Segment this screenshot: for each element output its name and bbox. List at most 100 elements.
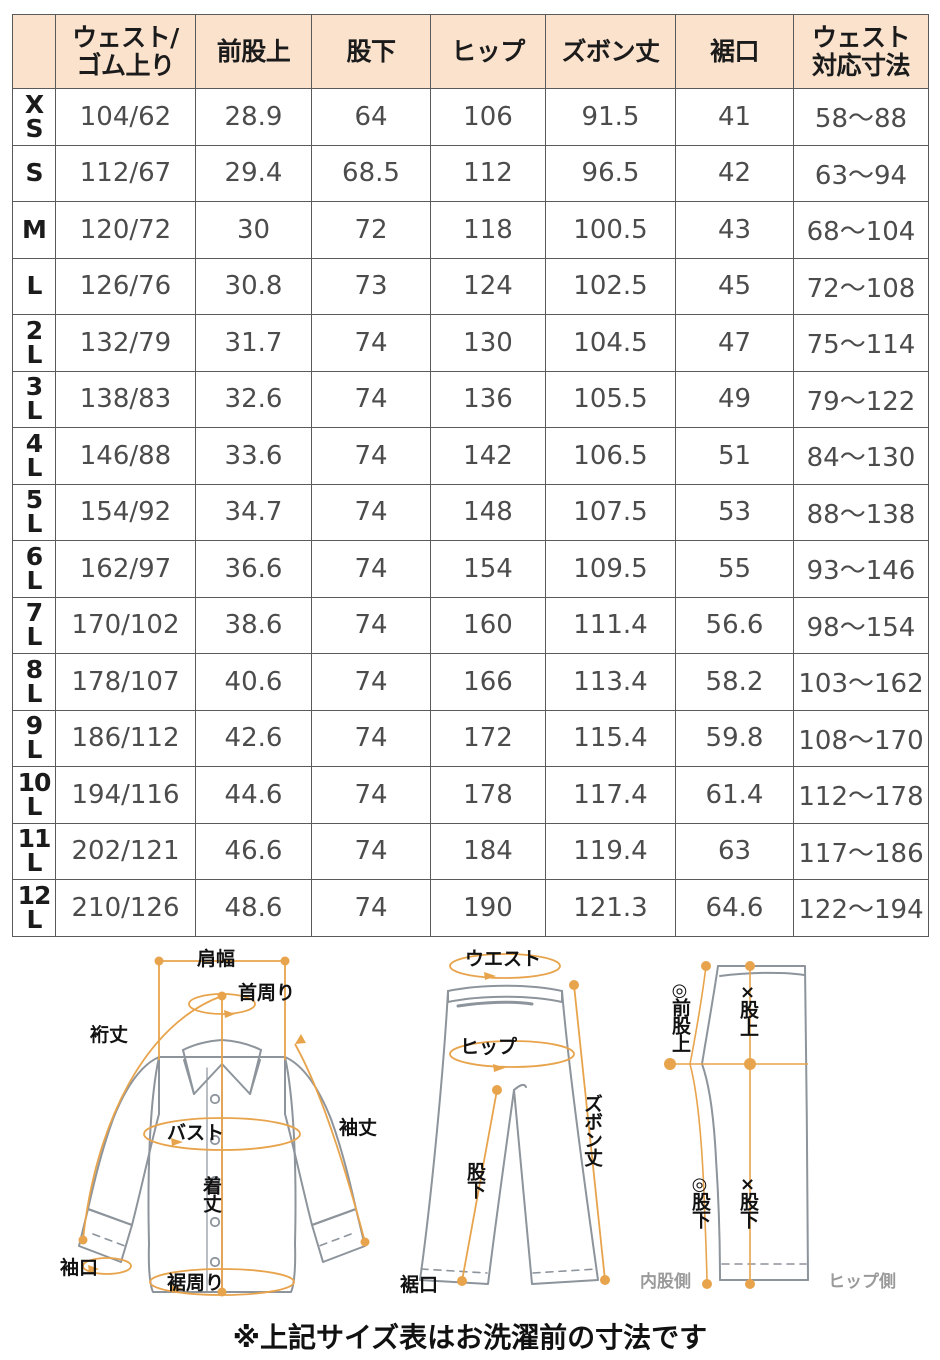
cell-waist-fit: 112〜178 (793, 766, 929, 824)
column-header-inseam-label: 股下 (346, 36, 396, 66)
cell-size: 12 L (12, 879, 56, 937)
cell-hip: 106 (430, 88, 546, 146)
cell-pants-length: 117.4 (545, 766, 676, 824)
cell-inseam: 64 (311, 88, 431, 146)
cell-size: L (12, 257, 56, 315)
crotch-label-inner-thigh-side: 内股側 (640, 1272, 691, 1292)
column-header-hip: ヒップ (430, 14, 546, 89)
cell-inseam: 74 (311, 314, 431, 372)
jacket-label-bust: バスト (167, 1122, 225, 1144)
cell-waist: 170/102 (55, 596, 196, 654)
jacket-label-sleeve-length: 袖丈 (339, 1117, 378, 1139)
column-header-front-rise: 前股上 (195, 14, 312, 89)
pants-label-hip: ヒップ (460, 1036, 518, 1058)
pants-label-pants-length: ズボン丈 (581, 1094, 603, 1166)
cell-waist-fit: 63〜94 (793, 144, 929, 202)
cell-front-rise: 28.9 (195, 88, 312, 146)
table-row: 3 L 138/83 32.6 74 136 105.5 49 79〜122 (12, 370, 929, 428)
cell-hem: 56.6 (675, 596, 794, 654)
pants-label-hem: 裾口 (400, 1274, 439, 1296)
cell-pants-length: 111.4 (545, 596, 676, 654)
cell-hem: 59.8 (675, 709, 794, 767)
crotch-label-inseam-cross-marker: × (737, 1174, 758, 1194)
cell-pants-length: 109.5 (545, 540, 676, 598)
table-row: 9 L 186/112 42.6 74 172 115.4 59.8 108〜170 (12, 709, 929, 767)
cell-waist-fit: 117〜186 (793, 822, 929, 880)
cell-hip: 184 (430, 822, 546, 880)
cell-inseam: 74 (311, 596, 431, 654)
jacket-label-neck: 首周り (238, 982, 296, 1004)
cell-hip: 142 (430, 427, 546, 485)
cell-waist-fit: 108〜170 (793, 709, 929, 767)
table-row: 11 L 202/121 46.6 74 184 119.4 63 117〜186 (12, 822, 929, 880)
crotch-label-front-rise: 前股上 (669, 998, 691, 1052)
cell-front-rise: 46.6 (195, 822, 312, 880)
cell-inseam: 68.5 (311, 144, 431, 202)
crotch-label-inseam-cross: 股下 (737, 1192, 759, 1228)
cell-pants-length: 102.5 (545, 257, 676, 315)
cell-front-rise: 29.4 (195, 144, 312, 202)
table-row: 2 L 132/79 31.7 74 130 104.5 47 75〜114 (12, 314, 929, 372)
cell-size: S (12, 144, 56, 202)
cell-waist-fit: 93〜146 (793, 540, 929, 598)
jacket-label-body-length: 着丈 (200, 1176, 222, 1212)
pants-diagram: ウエスト ヒップ ズボン丈 股下 裾口 (392, 944, 647, 1299)
cell-size: 10 L (12, 766, 56, 824)
cell-hem: 41 (675, 88, 794, 146)
cell-waist-fit: 72〜108 (793, 257, 929, 315)
cell-front-rise: 36.6 (195, 540, 312, 598)
cell-inseam: 74 (311, 427, 431, 485)
crotch-label-inseam-circle-marker: ◎ (689, 1174, 710, 1194)
cell-hem: 43 (675, 201, 794, 259)
pants-illustration (419, 953, 610, 1286)
table-row: S 112/67 29.4 68.5 112 96.5 42 63〜94 (12, 144, 929, 202)
cell-waist: 178/107 (55, 653, 196, 711)
crotch-illustration (664, 961, 809, 1289)
table-body: X S 104/62 28.9 64 106 91.5 41 58〜88 S 112/67 29.4 6… (12, 88, 929, 937)
column-header-waist-label: ウェスト/ゴム上り (72, 22, 179, 80)
cell-waist: 146/88 (55, 427, 196, 485)
cell-waist: 104/62 (55, 88, 196, 146)
cell-inseam: 74 (311, 879, 431, 937)
cell-waist: 186/112 (55, 709, 196, 767)
cell-hip: 154 (430, 540, 546, 598)
cell-inseam: 73 (311, 257, 431, 315)
cell-waist: 138/83 (55, 370, 196, 428)
column-header-waist-fit: ウェスト 対応寸法 (793, 14, 929, 89)
cell-hem: 63 (675, 822, 794, 880)
cell-front-rise: 48.6 (195, 879, 312, 937)
cell-hem: 42 (675, 144, 794, 202)
cell-pants-length: 119.4 (545, 822, 676, 880)
cell-size: M (12, 201, 56, 259)
cell-waist-fit: 75〜114 (793, 314, 929, 372)
cell-front-rise: 34.7 (195, 483, 312, 541)
jacket-illustration (78, 956, 370, 1297)
cell-front-rise: 40.6 (195, 653, 312, 711)
cell-hip: 136 (430, 370, 546, 428)
column-header-inseam: 股下 (311, 14, 431, 89)
column-header-hip-label: ヒップ (451, 36, 525, 66)
cell-hip: 112 (430, 144, 546, 202)
cell-pants-length: 100.5 (545, 201, 676, 259)
column-header-hem: 裾口 (675, 14, 794, 89)
column-header-waist-fit-label: ウェスト 対応寸法 (811, 22, 911, 80)
cell-pants-length: 91.5 (545, 88, 676, 146)
jacket-label-cuff: 袖口 (60, 1257, 99, 1279)
table-row: 12 L 210/126 48.6 74 190 121.3 64.6 122〜194 (12, 879, 929, 937)
cell-waist-fit: 98〜154 (793, 596, 929, 654)
crotch-label-inseam-circle: 股下 (689, 1192, 711, 1228)
cell-waist: 162/97 (55, 540, 196, 598)
pants-label-inseam: 股下 (464, 1162, 486, 1198)
cell-inseam: 74 (311, 709, 431, 767)
cell-hem: 47 (675, 314, 794, 372)
cell-hem: 51 (675, 427, 794, 485)
cell-size: 11 L (12, 822, 56, 880)
jacket-label-shoulder-width: 肩幅 (197, 948, 236, 970)
cell-pants-length: 121.3 (545, 879, 676, 937)
